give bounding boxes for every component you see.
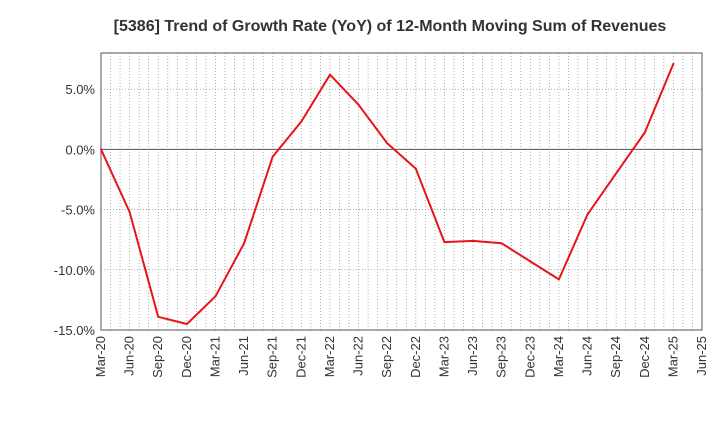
data-point (243, 242, 246, 245)
y-tick-label: -5.0% (61, 203, 95, 218)
data-point (185, 322, 188, 325)
axes (100, 52, 703, 331)
x-tick-label: Jun-24 (580, 336, 595, 376)
x-tick-label: Jun-21 (236, 336, 251, 376)
plot-border (100, 52, 703, 331)
data-point (472, 239, 475, 242)
x-tick-label: Jun-22 (351, 336, 366, 376)
data-point (557, 278, 560, 281)
data-point (357, 103, 360, 106)
chart-title: [5386] Trend of Growth Rate (YoY) of 12-… (114, 18, 667, 35)
data-point (529, 260, 532, 263)
data-point (500, 242, 503, 245)
y-tick-label: 5.0% (65, 82, 95, 97)
data-point (586, 213, 589, 216)
data-point (214, 295, 217, 298)
x-tick-label: Mar-23 (436, 336, 451, 377)
y-tick-label: 0.0% (65, 142, 95, 157)
y-tick-label: -15.0% (54, 323, 96, 338)
x-tick-label: Mar-24 (551, 336, 566, 377)
data-point (414, 167, 417, 170)
x-tick-label: Dec-22 (408, 336, 423, 378)
y-tick-label: -10.0% (54, 263, 96, 278)
data-point (271, 155, 274, 158)
x-tick-label: Mar-25 (665, 336, 680, 377)
x-tick-label: Dec-21 (293, 336, 308, 378)
data-point (643, 131, 646, 134)
y-axis-ticks: 5.0% 0.0% -5.0% -10.0% -15.0% (54, 82, 96, 338)
x-tick-label: Dec-23 (522, 336, 537, 378)
x-tick-label: Jun-20 (122, 336, 137, 376)
x-tick-label: Sep-23 (494, 336, 509, 378)
data-point (443, 241, 446, 244)
data-point (128, 210, 131, 213)
x-tick-label: Sep-24 (608, 336, 623, 378)
plot-area (101, 53, 702, 330)
x-tick-label: Jun-25 (694, 336, 709, 376)
data-point (100, 148, 102, 151)
x-tick-label: Jun-23 (465, 336, 480, 376)
x-tick-label: Mar-21 (207, 336, 222, 377)
x-tick-label: Sep-20 (150, 336, 165, 378)
data-point (672, 62, 675, 65)
series-group (100, 62, 675, 325)
data-point (615, 172, 618, 175)
x-axis-ticks: Mar-20 Jun-20 Sep-20 Dec-20 Mar-21 Jun-21 Sep-… (93, 336, 709, 378)
data-point (386, 142, 389, 145)
data-point (300, 120, 303, 123)
x-tick-label: Mar-22 (322, 336, 337, 377)
data-point (328, 73, 331, 76)
x-tick-label: Sep-22 (379, 336, 394, 378)
x-tick-label: Dec-20 (179, 336, 194, 378)
x-tick-label: Mar-20 (93, 336, 108, 377)
data-point (157, 315, 160, 318)
x-tick-label: Sep-21 (265, 336, 280, 378)
x-tick-label: Dec-24 (637, 336, 652, 378)
